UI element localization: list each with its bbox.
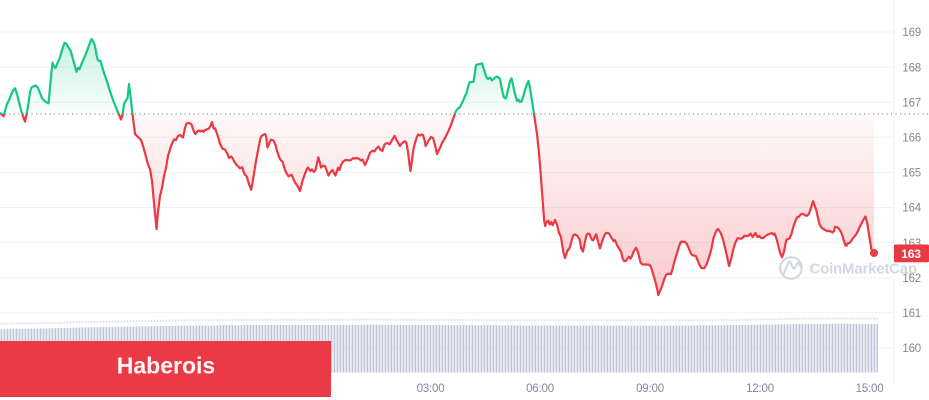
svg-text:169: 169 — [902, 27, 921, 39]
svg-text:163: 163 — [901, 247, 921, 261]
svg-text:167: 167 — [902, 97, 921, 109]
svg-text:Haberois: Haberois — [117, 353, 215, 379]
svg-text:168: 168 — [902, 62, 921, 74]
svg-text:164: 164 — [902, 203, 921, 215]
svg-text:06:00: 06:00 — [526, 383, 554, 395]
svg-text:162: 162 — [902, 273, 921, 285]
svg-text:161: 161 — [902, 308, 921, 320]
svg-text:CoinMarketCap: CoinMarketCap — [810, 261, 917, 278]
svg-text:166: 166 — [902, 133, 921, 145]
svg-text:09:00: 09:00 — [636, 383, 664, 395]
svg-text:160: 160 — [902, 343, 921, 355]
svg-text:165: 165 — [902, 168, 921, 180]
svg-text:15:00: 15:00 — [856, 383, 884, 395]
svg-text:03:00: 03:00 — [417, 383, 445, 395]
svg-text:12:00: 12:00 — [746, 383, 774, 395]
